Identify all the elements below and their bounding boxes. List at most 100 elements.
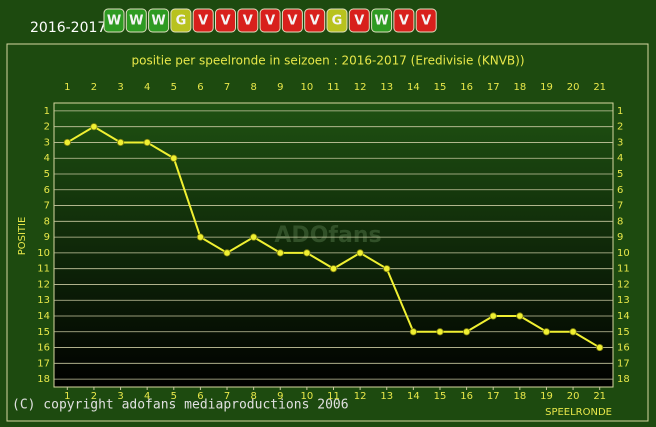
y-tick-label: 12 (37, 279, 50, 290)
x-tick-label: 19 (540, 391, 553, 402)
data-point (569, 328, 577, 336)
x-tick-label: 10 (301, 391, 314, 402)
result-letter: V (265, 14, 275, 29)
x-tick-label: 12 (354, 391, 367, 402)
y-tick-label-right: 17 (617, 358, 630, 369)
data-point (223, 249, 231, 257)
y-axis-label: POSITIE (17, 217, 28, 256)
result-letter: V (421, 14, 431, 29)
watermark: ADOfans (274, 223, 381, 248)
x-tick-label-top: 11 (327, 82, 340, 93)
y-tick-label: 13 (37, 295, 50, 306)
x-tick-label: 21 (593, 391, 606, 402)
result-badge (170, 8, 192, 33)
y-tick-label: 15 (37, 327, 50, 338)
data-point (90, 123, 98, 131)
y-tick-label-right: 12 (617, 279, 630, 290)
x-tick-label-top: 7 (224, 82, 230, 93)
copyright: (C) copyright adofans mediaproductions 2… (12, 398, 349, 413)
result-letter: V (354, 14, 364, 29)
result-badge (192, 8, 214, 33)
y-tick-label-right: 13 (617, 295, 630, 306)
result-badge (326, 8, 348, 33)
data-point (356, 249, 364, 257)
data-point (196, 233, 205, 241)
y-tick-label: 11 (37, 264, 50, 275)
y-tick-label-right: 3 (617, 137, 623, 148)
x-tick-label-top: 20 (567, 82, 580, 93)
x-tick-label: 15 (434, 391, 447, 402)
x-tick-label-top: 16 (460, 82, 473, 93)
x-tick-label: 1 (64, 391, 70, 402)
x-tick-label-top: 21 (593, 82, 606, 93)
y-tick-label-right: 7 (617, 201, 623, 212)
y-tick-label-right: 5 (617, 169, 623, 180)
y-tick-label: 14 (37, 311, 50, 322)
x-tick-label-top: 4 (144, 82, 150, 93)
data-point (143, 138, 151, 147)
y-tick-label-right: 6 (617, 185, 623, 196)
x-tick-label-top: 9 (277, 82, 283, 93)
result-letter: W (151, 14, 165, 29)
y-tick-label-right: 9 (617, 232, 623, 243)
y-tick-label: 4 (44, 153, 50, 164)
x-tick-label: 4 (144, 391, 150, 402)
y-tick-label: 5 (44, 169, 50, 180)
result-letter: V (198, 14, 208, 29)
data-point (276, 249, 284, 257)
y-tick-label: 6 (44, 185, 50, 196)
y-tick-label: 8 (44, 216, 50, 227)
result-letter: W (129, 14, 143, 29)
x-tick-label-top: 3 (117, 82, 123, 93)
x-tick-label: 16 (460, 391, 473, 402)
result-letter: W (374, 14, 388, 29)
x-tick-label-top: 15 (434, 82, 447, 93)
x-tick-label-top: 8 (250, 82, 256, 93)
result-badge (215, 8, 236, 33)
x-tick-label: 18 (513, 391, 526, 402)
data-point (303, 249, 311, 257)
x-tick-label: 2 (91, 391, 97, 402)
data-point (170, 154, 178, 162)
x-tick-label-top: 17 (487, 82, 500, 93)
x-tick-label-top: 2 (91, 82, 97, 93)
y-tick-label: 16 (37, 343, 50, 354)
result-badge (348, 8, 370, 33)
x-tick-label: 11 (327, 391, 340, 402)
y-tick-label-right: 11 (617, 264, 630, 275)
y-tick-label-right: 4 (617, 153, 623, 164)
result-badge (393, 8, 415, 33)
result-letter: V (287, 14, 297, 29)
result-letter: G (332, 14, 343, 29)
data-point (542, 328, 551, 336)
data-point (63, 138, 71, 147)
y-tick-label-right: 8 (617, 216, 623, 227)
chart-title: positie per speelronde in seizoen : 2016… (132, 54, 525, 68)
y-tick-label: 3 (44, 137, 50, 148)
result-letter: V (220, 14, 230, 29)
x-tick-label-top: 12 (354, 82, 367, 93)
y-tick-label-right: 1 (617, 106, 623, 117)
result-letter: V (399, 14, 409, 29)
data-point (383, 265, 391, 273)
y-tick-label-right: 2 (617, 122, 623, 133)
x-tick-label: 6 (197, 391, 203, 402)
x-tick-label: 3 (117, 391, 123, 402)
x-tick-label: 8 (250, 391, 256, 402)
chart-frame (6, 43, 649, 422)
result-letter: G (176, 14, 187, 29)
result-badge (415, 8, 437, 33)
result-letter: V (243, 14, 253, 29)
x-tick-label: 17 (487, 391, 500, 402)
y-tick-label-right: 15 (617, 327, 630, 338)
data-point (116, 138, 125, 147)
result-badge (259, 8, 281, 33)
result-badge (371, 8, 393, 33)
plot-area (53, 102, 614, 388)
data-point (489, 312, 497, 320)
data-point (516, 312, 524, 320)
x-tick-label: 5 (171, 391, 177, 402)
x-tick-label-top: 14 (407, 82, 420, 93)
